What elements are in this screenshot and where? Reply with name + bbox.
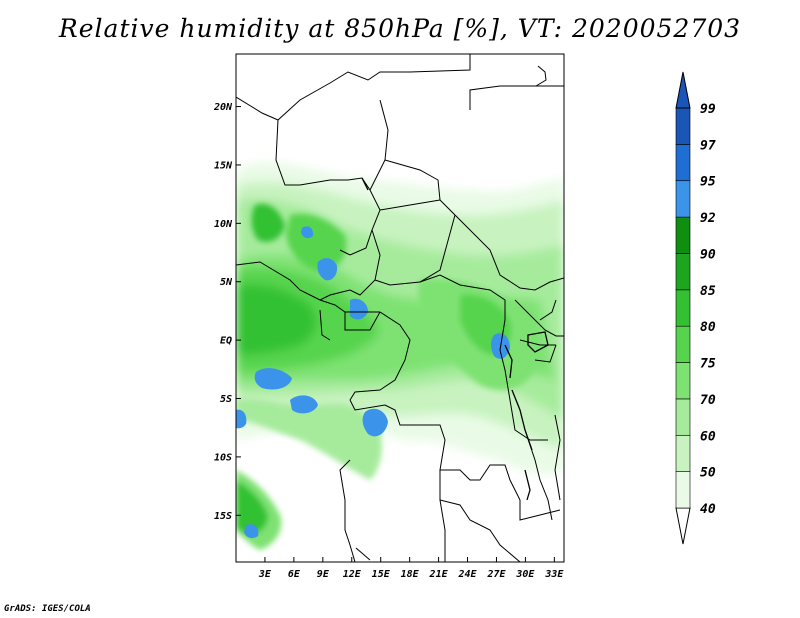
lon-tick-label: 18E xyxy=(401,569,420,580)
colorbar-label: 97 xyxy=(700,138,716,153)
credit-text: GrADS: IGES/COLA xyxy=(4,604,91,614)
lakes xyxy=(361,177,549,501)
lat-tick-label: 15N xyxy=(214,160,233,171)
map-frame xyxy=(235,53,565,563)
colorbar-swatch xyxy=(675,325,691,363)
humidity-field xyxy=(236,54,564,562)
lat-tick-label: 5S xyxy=(220,394,232,405)
lon-tick-label: 6E xyxy=(288,569,301,580)
country-borders xyxy=(236,54,564,562)
lon-tick-label: 24E xyxy=(457,569,477,580)
colorbar-lower-triangle xyxy=(675,507,691,545)
colorbar-label: 50 xyxy=(700,466,716,481)
colorbar-label: 99 xyxy=(700,102,716,117)
colorbar-swatch xyxy=(675,180,691,218)
lon-tick-label: 3E xyxy=(258,569,272,580)
lon-tick-label: 27E xyxy=(486,569,506,580)
colorbar: 40 50 60 70 75 80 85 90 92 95 97 99 xyxy=(675,71,716,545)
colorbar-label: 80 xyxy=(700,320,716,335)
colorbar-swatch xyxy=(675,471,691,509)
colorbar-label: 85 xyxy=(700,284,716,299)
colorbar-swatch xyxy=(675,434,691,472)
colorbar-label: 60 xyxy=(700,429,716,444)
colorbar-swatch xyxy=(675,289,691,327)
lat-tick-label: 15S xyxy=(214,511,232,522)
colorbar-swatch xyxy=(675,398,691,436)
colorbar-swatch xyxy=(675,144,691,182)
longitude-axis: 3E 6E 9E 12E 15E 18E 21E 24E 27E 30E 33E xyxy=(258,557,564,580)
latitude-axis: 20N 15N 10N 5N EQ 5S 10S 15S xyxy=(213,102,241,522)
colorbar-label: 75 xyxy=(700,357,716,372)
colorbar-label: 90 xyxy=(700,247,716,262)
colorbar-label: 95 xyxy=(700,175,716,190)
lat-tick-label: EQ xyxy=(220,336,232,347)
lat-tick-label: 20N xyxy=(213,102,233,113)
lon-tick-label: 30E xyxy=(515,569,535,580)
colorbar-upper-triangle xyxy=(675,71,691,109)
colorbar-label: 40 xyxy=(700,502,716,517)
lon-tick-label: 12E xyxy=(343,569,362,580)
colorbar-swatch xyxy=(675,216,691,254)
colorbar-swatch xyxy=(675,362,691,400)
lat-tick-label: 5N xyxy=(220,277,233,288)
lat-tick-label: 10N xyxy=(214,219,233,230)
colorbar-label: 70 xyxy=(700,393,716,408)
lon-tick-label: 9E xyxy=(317,569,330,580)
colorbar-label: 92 xyxy=(700,211,716,226)
lon-tick-label: 33E xyxy=(544,569,564,580)
colorbar-swatch xyxy=(675,107,691,145)
lat-tick-label: 10S xyxy=(214,452,232,463)
lon-tick-label: 15E xyxy=(372,569,391,580)
colorbar-swatch xyxy=(675,253,691,291)
lon-tick-label: 21E xyxy=(429,569,449,580)
map-title: Relative humidity at 850hPa [%], VT: 202… xyxy=(58,14,742,43)
